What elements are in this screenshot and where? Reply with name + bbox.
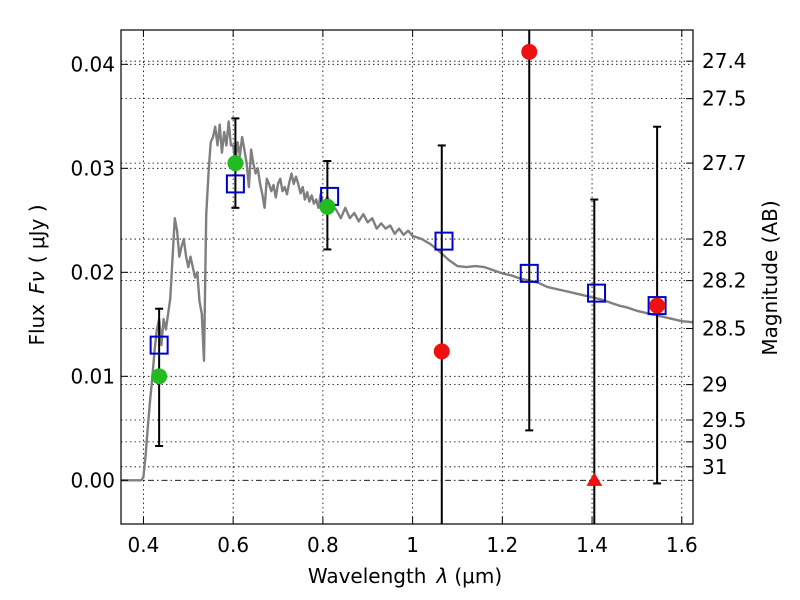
detection-point [151,368,168,385]
plot-border [120,29,694,525]
low-snr-point [521,43,538,60]
grid-lines [121,30,693,524]
x-tick-label: 0.6 [217,533,249,557]
x-tick-label: 0.8 [307,533,339,557]
detection-point [227,155,244,172]
y-tick-label: 0.04 [70,52,115,76]
y2-tick-label: 27.5 [702,87,747,111]
model-photometry-square [434,231,454,251]
upper-limit-triangle [586,472,603,486]
error-bars [155,30,662,524]
low-snr-point [433,343,450,360]
y2-tick-label: 28 [702,227,727,251]
model-photometry-square [519,263,539,283]
y2-tick-label: 28.2 [702,269,747,293]
y2-tick-label: 31 [702,455,727,479]
y2-tick-label: 30 [702,430,727,454]
x-tick-label: 1.2 [486,533,518,557]
model-photometry-square [225,174,245,194]
y-tick-label: 0.03 [70,156,115,180]
y2-tick-label: 28.5 [702,316,747,340]
model-spectrum [121,120,694,482]
y2-tick-label: 29 [702,373,727,397]
x-axis-label: Wavelength λ (μm) [308,564,502,588]
x-tick-label: 0.4 [128,533,160,557]
plot-frame [120,29,694,525]
model-photometry-square [587,283,607,303]
y-tick-label: 0.01 [70,364,115,388]
model-photometry-square [149,335,169,355]
detection-point [319,198,336,215]
y-axis-ticks: 0.00 0.01 0.02 0.03 0.04 [70,52,128,492]
x-axis-ticks: 0.4 0.6 0.8 1 1.2 1.4 1.6 [128,30,698,557]
spectrum-line [121,120,694,482]
y-tick-label: 0.00 [70,468,115,492]
y2-axis-label: Magnitude (AB) [758,200,782,355]
y2-tick-label: 27.7 [702,151,747,175]
y-tick-label: 0.02 [70,260,115,284]
data-markers [149,43,667,486]
y2-tick-label: 27.4 [702,49,747,73]
x-tick-label: 1.6 [666,533,698,557]
y-axis-label: FluxFν( μJy ) [25,204,49,345]
x-tick-label: 1.4 [576,533,608,557]
low-snr-point [649,297,666,314]
y2-tick-label: 29.5 [702,408,747,432]
x-tick-label: 1 [406,533,419,557]
model-photometry-square [647,296,667,316]
